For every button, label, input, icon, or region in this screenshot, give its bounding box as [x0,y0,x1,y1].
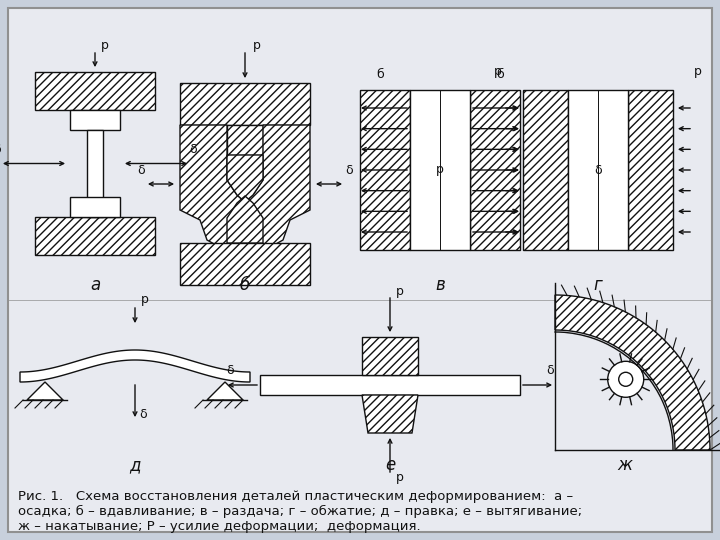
Circle shape [618,372,633,386]
Bar [523,90,568,250]
Text: б: б [496,69,504,82]
Text: р: р [141,294,149,307]
Text: р: р [694,65,702,78]
Polygon shape [227,155,263,202]
Text: б: б [376,69,384,82]
Bar [470,90,520,250]
Bar [260,375,520,395]
Text: в: в [435,276,445,294]
Text: р: р [396,286,404,299]
Polygon shape [227,196,263,243]
Text: δ: δ [189,143,197,156]
Text: ж: ж [618,456,632,474]
Text: р: р [494,65,502,78]
Polygon shape [362,395,418,433]
Bar [568,90,628,250]
Text: δ: δ [226,364,234,377]
Bar [628,90,673,250]
Bar [70,110,120,130]
Bar [362,337,418,375]
Text: а: а [90,276,100,294]
Text: р: р [396,471,404,484]
Text: δ: δ [594,164,602,177]
Text: д: д [130,456,140,474]
Polygon shape [20,350,250,382]
Bar [180,243,310,285]
Text: б: б [240,276,250,294]
Text: р: р [253,39,261,52]
Polygon shape [27,382,63,400]
Bar [35,217,155,255]
Text: е: е [385,456,395,474]
Polygon shape [207,382,243,400]
Text: г: г [593,276,603,294]
Bar [35,72,155,110]
Text: δ: δ [139,408,147,421]
Text: р: р [101,38,109,51]
Text: Рис. 1.   Схема восстановления деталей пластическим деформированием:  а –
осадка: Рис. 1. Схема восстановления деталей пла… [18,490,582,533]
Bar [180,83,310,125]
Text: δ: δ [138,164,145,177]
Text: δ: δ [546,364,554,377]
Text: δ: δ [0,143,1,156]
Polygon shape [555,295,710,450]
Bar [70,197,120,217]
Bar [360,90,410,250]
Bar [227,125,263,155]
Circle shape [608,361,644,397]
Bar [87,130,103,217]
Bar [410,90,470,250]
Text: р: р [436,164,444,177]
Polygon shape [180,125,310,255]
Text: δ: δ [345,164,353,177]
